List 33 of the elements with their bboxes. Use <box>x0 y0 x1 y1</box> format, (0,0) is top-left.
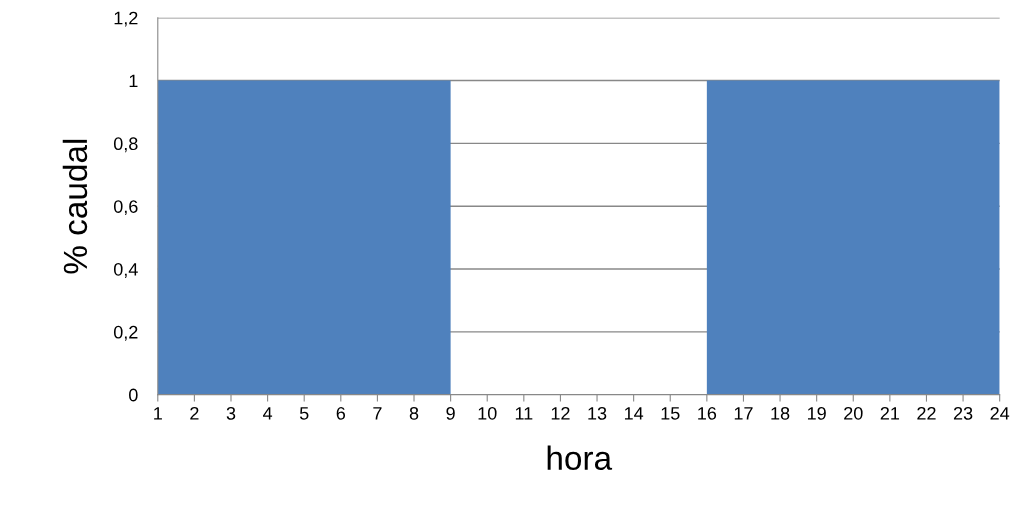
x-tick-label: 1 <box>154 407 162 420</box>
x-tick-label: 4 <box>263 407 273 420</box>
x-tick-label: 12 <box>551 406 570 420</box>
x-tick-label: 10 <box>478 406 497 420</box>
x-tick-label: 13 <box>588 406 607 420</box>
y-tick-label: 0,2 <box>113 325 138 341</box>
x-tick-label: 21 <box>880 406 900 420</box>
x-tick-label: 15 <box>661 407 680 420</box>
x-tick-label: 3 <box>226 406 236 420</box>
x-tick-label: 14 <box>624 407 644 420</box>
x-tick-label: 22 <box>917 406 936 420</box>
x-tick-label: 8 <box>409 406 419 420</box>
y-tick-label: 1,2 <box>114 11 138 27</box>
x-tick-label: 20 <box>844 406 863 420</box>
x-tick-label: 16 <box>698 406 717 420</box>
y-tick-label: 0,8 <box>113 137 138 153</box>
x-axis-title: hora <box>547 445 613 471</box>
x-tick-label: 9 <box>446 406 455 420</box>
x-tick-label: 23 <box>953 406 973 420</box>
x-tick-label: 17 <box>734 407 753 420</box>
x-tick-label: 7 <box>373 407 382 420</box>
y-tick-label: 0,6 <box>113 200 138 216</box>
x-tick-label: 19 <box>807 406 826 420</box>
x-tick-label: 24 <box>990 406 1010 420</box>
x-tick-label: 5 <box>299 407 309 420</box>
y-axis-title: % caudal <box>62 139 88 274</box>
y-tick-label: 0 <box>129 388 138 402</box>
x-tick-label: 11 <box>515 407 533 420</box>
x-tick-label: 18 <box>771 406 790 420</box>
y-tick-label: 0,4 <box>113 262 138 278</box>
x-tick-label: 6 <box>336 406 346 420</box>
x-tick-label: 2 <box>190 406 199 420</box>
y-tick-label: 1 <box>129 74 138 88</box>
